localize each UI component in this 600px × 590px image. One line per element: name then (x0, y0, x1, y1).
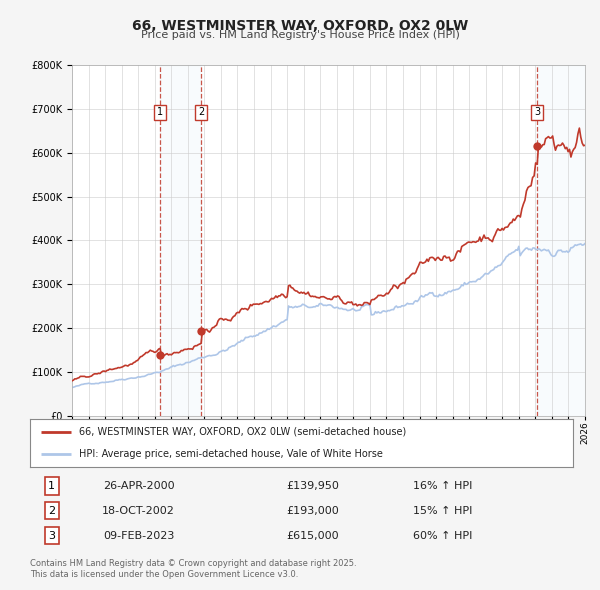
Text: £615,000: £615,000 (286, 531, 338, 541)
Bar (160, 65, 201, 416)
Text: 1: 1 (157, 107, 163, 117)
Text: 1: 1 (48, 481, 55, 491)
Text: HPI: Average price, semi-detached house, Vale of White Horse: HPI: Average price, semi-detached house,… (79, 449, 383, 459)
Text: 26-APR-2000: 26-APR-2000 (103, 481, 175, 491)
Text: £193,000: £193,000 (286, 506, 339, 516)
Text: 2: 2 (198, 107, 204, 117)
Text: 66, WESTMINSTER WAY, OXFORD, OX2 0LW (semi-detached house): 66, WESTMINSTER WAY, OXFORD, OX2 0LW (se… (79, 427, 406, 437)
Text: 60% ↑ HPI: 60% ↑ HPI (413, 531, 472, 541)
Text: Contains HM Land Registry data © Crown copyright and database right 2025.
This d: Contains HM Land Registry data © Crown c… (30, 559, 356, 579)
Text: 66, WESTMINSTER WAY, OXFORD, OX2 0LW: 66, WESTMINSTER WAY, OXFORD, OX2 0LW (132, 19, 468, 33)
Text: Price paid vs. HM Land Registry's House Price Index (HPI): Price paid vs. HM Land Registry's House … (140, 30, 460, 40)
Text: 09-FEB-2023: 09-FEB-2023 (103, 531, 174, 541)
Text: 2: 2 (48, 506, 55, 516)
Text: 3: 3 (534, 107, 540, 117)
Text: £139,950: £139,950 (286, 481, 339, 491)
Text: 18-OCT-2002: 18-OCT-2002 (102, 506, 175, 516)
Text: 15% ↑ HPI: 15% ↑ HPI (413, 506, 472, 516)
Text: 16% ↑ HPI: 16% ↑ HPI (413, 481, 472, 491)
Text: 3: 3 (48, 531, 55, 541)
Bar (537, 65, 585, 416)
